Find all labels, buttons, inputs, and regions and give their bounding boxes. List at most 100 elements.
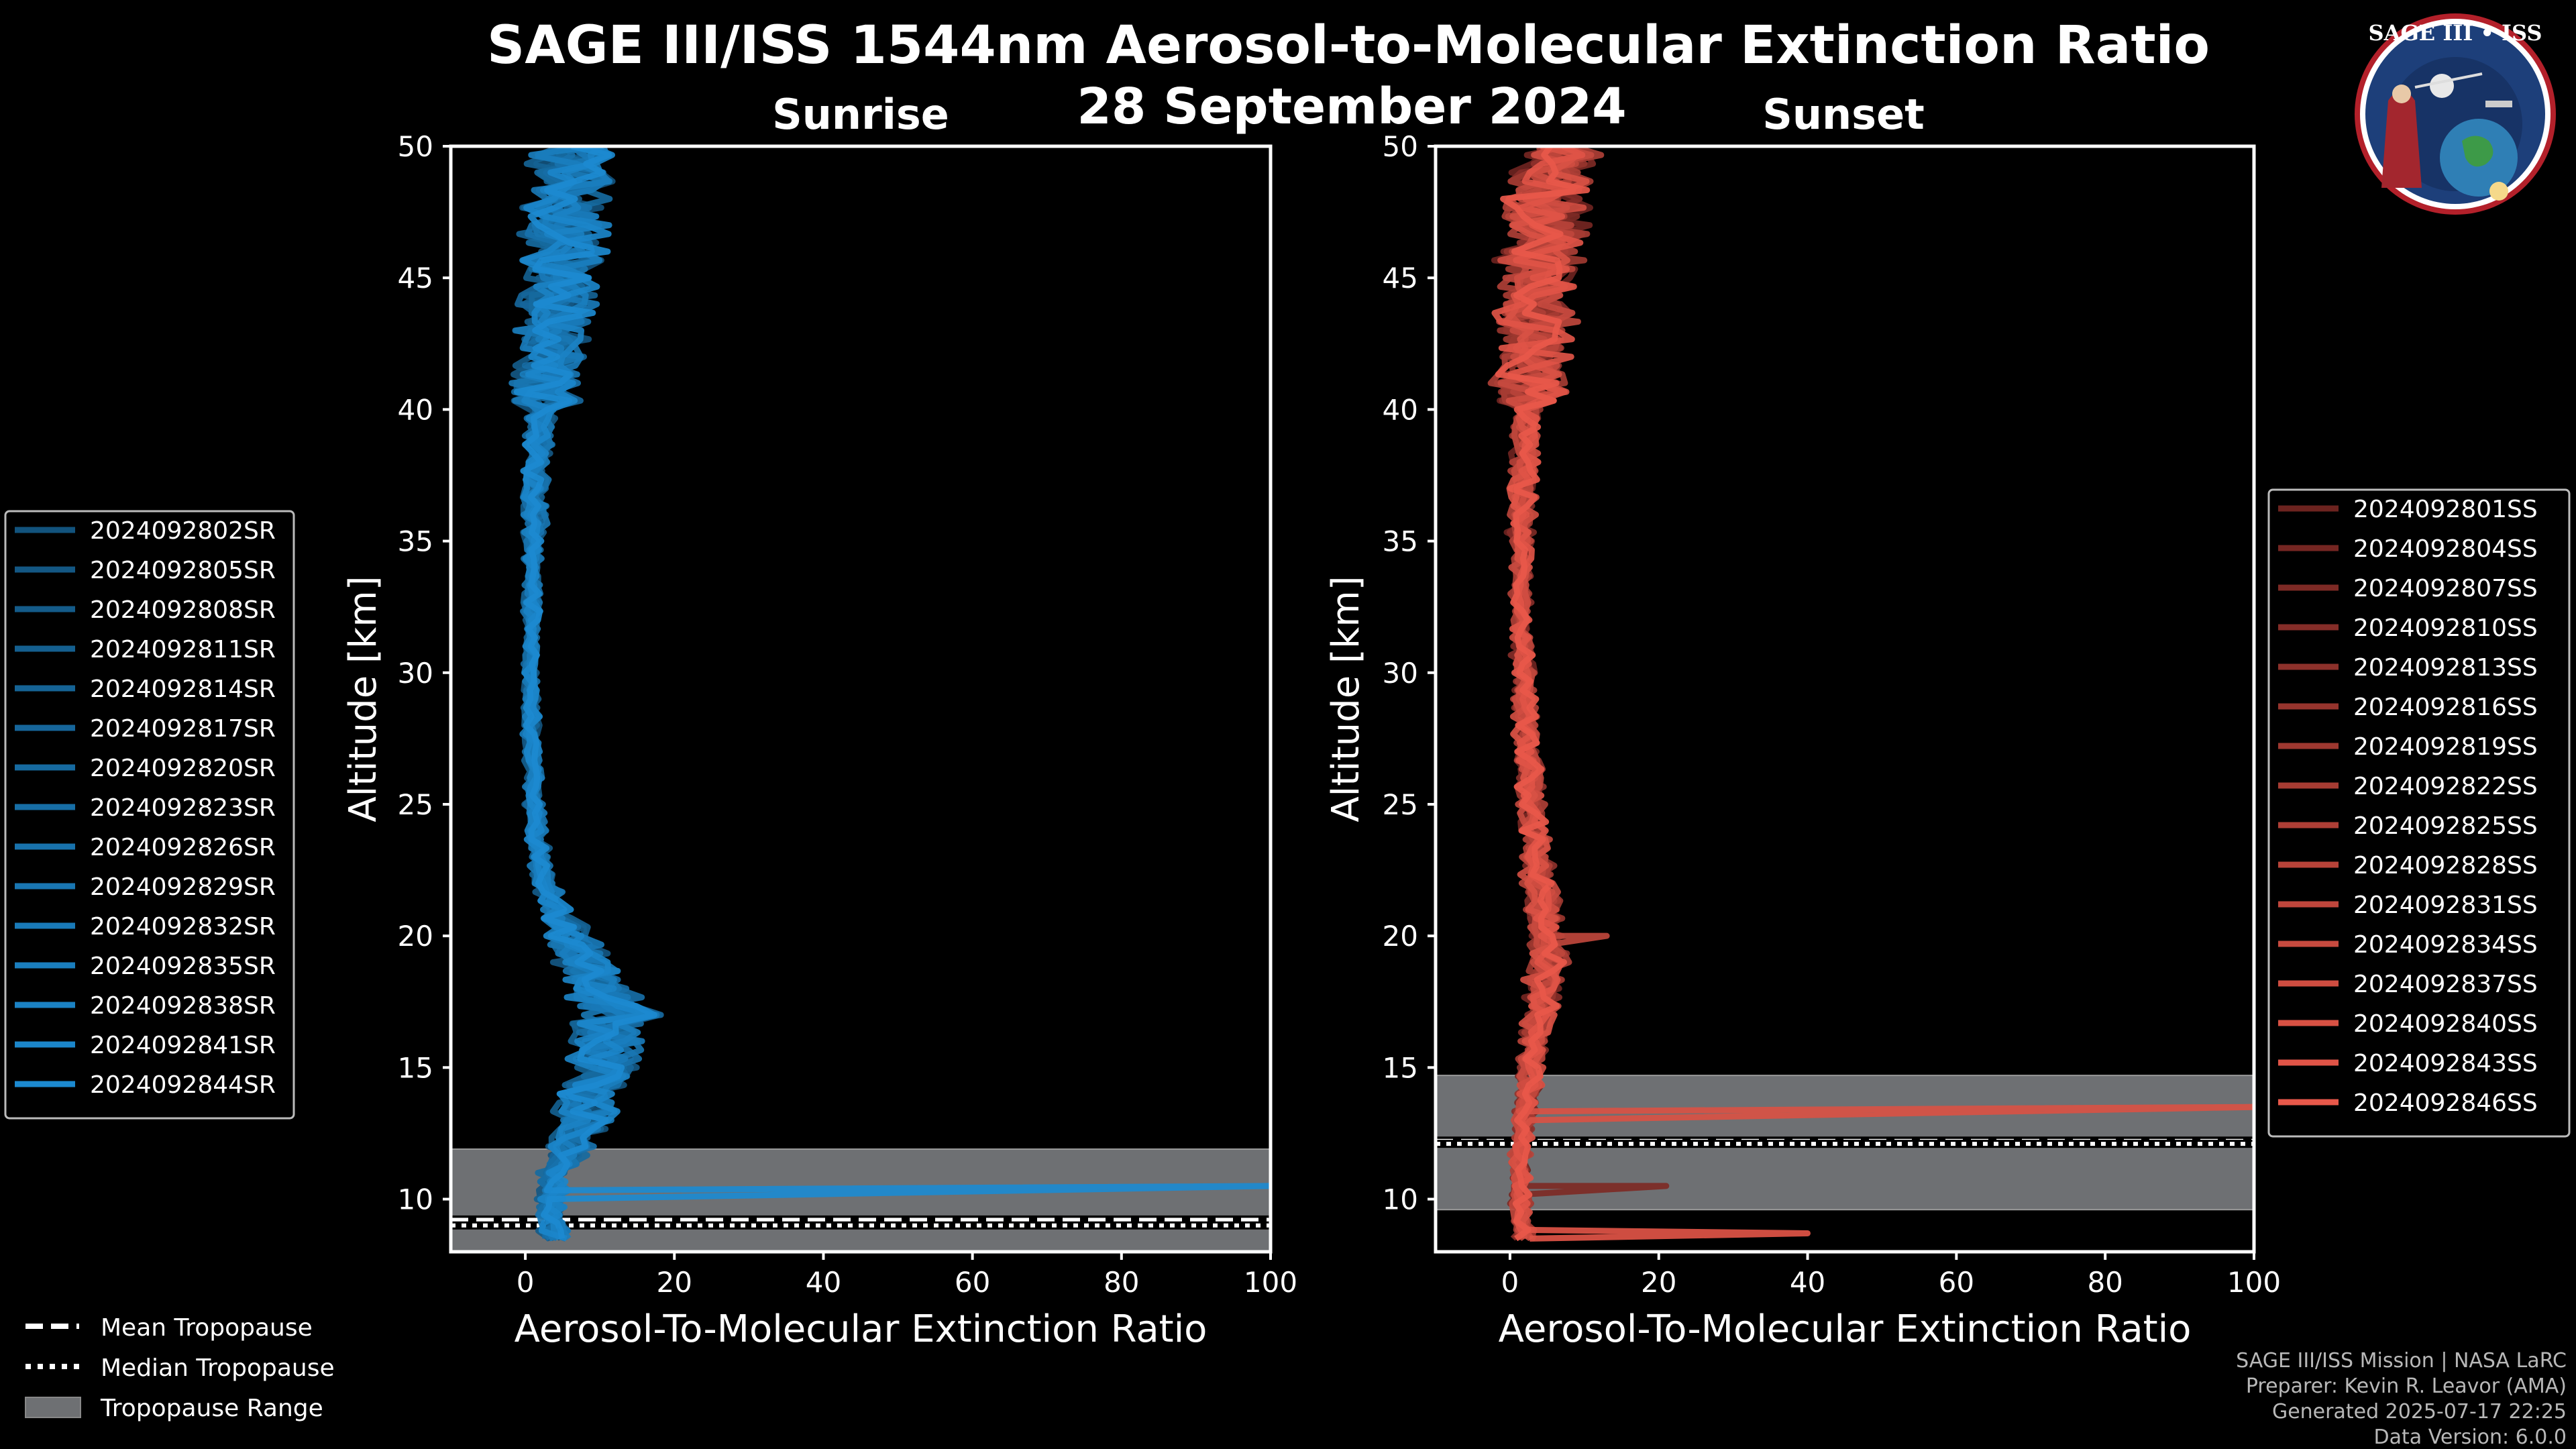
median-tropopause-label: Median Tropopause (101, 1354, 335, 1382)
x-tick-label: 0 (517, 1266, 535, 1299)
legend-item-label: 2024092840SS (2353, 1010, 2538, 1038)
credit-preparer: Preparer: Kevin R. Leavor (AMA) (2246, 1375, 2567, 1398)
legend-item-label: 2024092816SS (2353, 694, 2538, 721)
x-tick-label: 20 (1641, 1266, 1676, 1299)
y-tick-label: 25 (398, 788, 433, 821)
sunset-axis-ticks: 0 20 40 60 80 100 10 15 20 25 30 35 40 45 50 (1383, 130, 2282, 1299)
sunset-panel: 0 20 40 60 80 100 10 15 20 25 30 35 40 45 50 Aerosol-T… (1324, 130, 2281, 1351)
legend-item-label: 2024092810SS (2353, 614, 2538, 642)
legend-item-label: 2024092846SS (2353, 1089, 2538, 1117)
legend-item-label: 2024092828SS (2353, 852, 2538, 879)
y-tick-label: 20 (398, 920, 433, 953)
legend-item-label: 2024092834SS (2353, 931, 2538, 959)
credits: SAGE III/ISS Mission | NASA LaRC Prepare… (2236, 1349, 2567, 1449)
legend-item-label: 2024092814SR (90, 676, 276, 703)
sunrise-legend: 2024092802SR 2024092805SR 2024092808SR 2024… (4, 510, 295, 1120)
sunset-legend: 2024092801SS 2024092804SS 2024092807SS 2024… (2267, 488, 2571, 1138)
y-tick-label: 15 (1383, 1051, 1418, 1084)
legend-item-label: 2024092807SS (2353, 575, 2538, 602)
legend-item-label: 2024092829SR (90, 873, 276, 901)
legend-item-label: 2024092826SR (90, 834, 276, 861)
y-tick-label: 10 (1383, 1183, 1418, 1216)
legend-item-label: 2024092844SR (90, 1071, 276, 1099)
credit-data-version: Data Version: 6.0.0 (2374, 1426, 2567, 1449)
legend-item-label: 2024092837SS (2353, 971, 2538, 998)
legend-item-label: 2024092805SR (90, 557, 276, 584)
sunrise-profiles (508, 146, 1271, 1242)
legend-item-label: 2024092804SS (2353, 535, 2538, 563)
astronomer-icon (2381, 91, 2422, 188)
y-tick-label: 20 (1383, 920, 1418, 953)
legend-item-label: 2024092838SR (90, 992, 276, 1020)
x-tick-label: 60 (1939, 1266, 1974, 1299)
legend-item-label: 2024092843SS (2353, 1050, 2538, 1077)
sunrise-panel: 0 20 40 60 80 100 10 15 20 25 30 35 40 45 50 Aerosol-T… (341, 130, 1297, 1351)
legend-frame (4, 510, 295, 1120)
y-tick-label: 45 (398, 262, 433, 294)
x-tick-label: 40 (806, 1266, 841, 1299)
legend-item-label: 2024092820SR (90, 755, 276, 782)
iss-icon (2485, 101, 2512, 107)
logo-text-top: SAGE III • ISS (2369, 20, 2542, 46)
y-tick-label: 50 (398, 130, 433, 163)
legend-frame (2267, 488, 2571, 1138)
legend-item-label: 2024092819SS (2353, 733, 2538, 761)
tropopause-legend: Mean Tropopause Median Tropopause Tropop… (25, 1314, 335, 1422)
tropopause-range-swatch (25, 1397, 81, 1418)
mean-tropopause-label: Mean Tropopause (101, 1314, 313, 1342)
sun-icon (2489, 182, 2508, 201)
y-tick-label: 30 (1383, 657, 1418, 690)
sunset-profiles (1487, 146, 2254, 1242)
figure-date: 28 September 2024 (1077, 78, 1626, 136)
y-tick-label: 50 (1383, 130, 1418, 163)
y-tick-label: 30 (398, 657, 433, 690)
x-tick-label: 80 (1104, 1266, 1139, 1299)
sunrise-title: Sunrise (772, 90, 949, 139)
tropopause-range-label: Tropopause Range (100, 1395, 323, 1422)
sunset-plot-frame (1434, 144, 2256, 1254)
x-tick-label: 100 (2227, 1266, 2281, 1299)
legend-item-label: 2024092817SR (90, 715, 276, 743)
y-tick-label: 40 (398, 393, 433, 426)
profile-line-2024092846SS (1495, 146, 1591, 1242)
x-tick-label: 40 (1790, 1266, 1825, 1299)
x-tick-label: 0 (1501, 1266, 1519, 1299)
legend-item-label: 2024092802SR (90, 517, 276, 545)
y-tick-label: 40 (1383, 393, 1418, 426)
legend-item-label: 2024092813SS (2353, 654, 2538, 682)
legend-item-label: 2024092831SS (2353, 892, 2538, 919)
legend-item-label: 2024092823SR (90, 794, 276, 822)
sage-mission-patch-icon: SAGE III • ISS (2355, 13, 2556, 215)
moon-icon (2430, 74, 2454, 98)
x-tick-label: 20 (657, 1266, 692, 1299)
legend-item-label: 2024092811SR (90, 636, 276, 663)
sunrise-ylabel: Altitude [km] (341, 576, 385, 822)
y-tick-label: 35 (1383, 525, 1418, 558)
legend-item-label: 2024092822SS (2353, 773, 2538, 800)
credit-mission: SAGE III/ISS Mission | NASA LaRC (2236, 1349, 2567, 1373)
sunrise-plot-frame (449, 144, 1273, 1254)
y-tick-label: 15 (398, 1051, 433, 1084)
x-tick-label: 100 (1244, 1266, 1297, 1299)
y-tick-label: 25 (1383, 788, 1418, 821)
sunrise-axis-ticks: 0 20 40 60 80 100 10 15 20 25 30 35 40 45 50 (398, 130, 1298, 1299)
legend-item-label: 2024092825SS (2353, 812, 2538, 840)
legend-item-label: 2024092832SR (90, 913, 276, 941)
x-tick-label: 60 (955, 1266, 990, 1299)
sunset-xlabel: Aerosol-To-Molecular Extinction Ratio (1499, 1307, 2192, 1351)
y-tick-label: 35 (398, 525, 433, 558)
credit-generated: Generated 2025-07-17 22:25 (2272, 1400, 2567, 1424)
legend-item-label: 2024092841SR (90, 1032, 276, 1059)
legend-item-label: 2024092801SS (2353, 496, 2538, 523)
legend-item-label: 2024092808SR (90, 596, 276, 624)
figure-title: SAGE III/ISS 1544nm Aerosol-to-Molecular… (487, 15, 2210, 76)
y-tick-label: 45 (1383, 262, 1418, 294)
legend-item-label: 2024092835SR (90, 953, 276, 980)
sunrise-xlabel: Aerosol-To-Molecular Extinction Ratio (515, 1307, 1208, 1351)
x-tick-label: 80 (2087, 1266, 2123, 1299)
sunset-ylabel: Altitude [km] (1324, 576, 1368, 822)
y-tick-label: 10 (398, 1183, 433, 1216)
sunset-title: Sunset (1762, 90, 1925, 139)
profile-line-2024092844SR (513, 146, 1271, 1240)
